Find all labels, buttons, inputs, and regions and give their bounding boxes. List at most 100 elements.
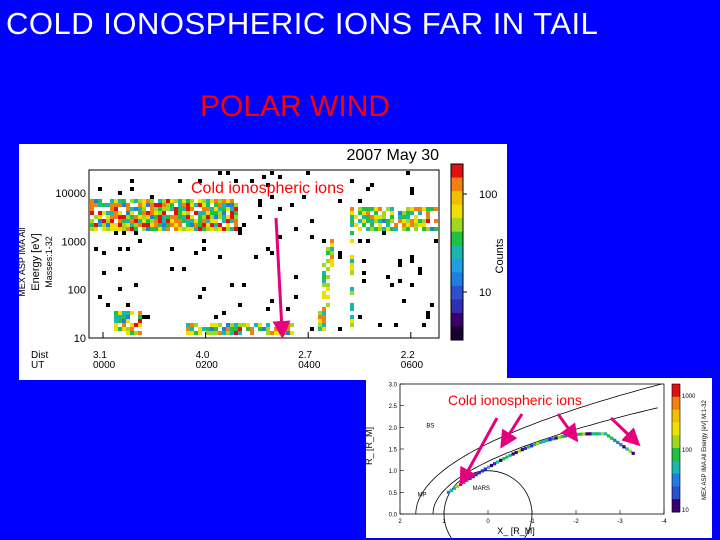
spectrogram-cell	[134, 231, 138, 235]
spectrogram-cell	[290, 331, 294, 335]
spectrogram-cell	[118, 327, 122, 331]
spectrogram-cell	[102, 251, 106, 255]
orbit-x-tick-label: -4	[661, 519, 667, 525]
spectrogram-cell	[230, 283, 234, 287]
spectrogram-x-tick-ut: 0400	[298, 360, 321, 371]
orbit-x-tick-label: -2	[573, 519, 579, 525]
spectrogram-cell	[226, 207, 230, 211]
spectrogram-cell	[414, 215, 418, 219]
spectrogram-cell	[126, 211, 130, 215]
spectrogram-cell	[90, 199, 94, 203]
spectrogram-cell	[126, 223, 130, 227]
spectrogram-cell	[426, 219, 430, 223]
spectrogram-cell	[190, 207, 194, 211]
spectrogram-cell	[330, 263, 334, 267]
spectrogram-cell	[90, 219, 94, 223]
orbit-panel: R_ [R_M] X_ [R_M] 3.0 2.5 2.0 1.5 1.0 0.5 0.0 2…	[366, 378, 712, 538]
spectrogram-y-tick-label: 100	[68, 285, 86, 297]
spectrogram-cell	[202, 219, 206, 223]
spectrogram-cell	[278, 331, 282, 335]
spectrogram-cell	[214, 327, 218, 331]
spectrogram-cell	[202, 215, 206, 219]
spectrogram-cell	[406, 211, 410, 215]
spectrogram-cell	[202, 287, 206, 291]
spectrogram-cell	[338, 255, 342, 259]
spectrogram-cell	[410, 223, 414, 227]
orbit-track-point	[505, 455, 509, 459]
orbit-track-point	[585, 432, 589, 436]
spectrogram-cell	[338, 327, 342, 331]
spectrogram-cell	[158, 223, 162, 227]
spectrogram-cell	[258, 323, 262, 327]
spectrogram-cell	[154, 203, 158, 207]
spectrogram-cell	[206, 207, 210, 211]
spectrogram-cell	[206, 227, 210, 231]
spectrogram-cell	[230, 327, 234, 331]
spectrogram-cell	[126, 219, 130, 223]
spectrogram-x-tick-ut: 0600	[401, 360, 424, 371]
spectrogram-cell	[258, 215, 262, 219]
spectrogram-cell	[230, 203, 234, 207]
spectrogram-cell	[202, 239, 206, 243]
spectrogram-cell	[286, 307, 290, 311]
spectrogram-cell	[246, 323, 250, 327]
orbit-track-point	[536, 441, 540, 446]
spectrogram-cell	[90, 227, 94, 231]
spectrogram-cell	[94, 199, 98, 203]
spectrogram-cell	[122, 203, 126, 207]
spectrogram-cell	[350, 291, 354, 295]
spectrogram-cell	[178, 203, 182, 207]
spectrogram-cell	[238, 231, 242, 235]
spectrogram-colorbar-segment	[451, 245, 463, 260]
orbit-track-point	[449, 488, 454, 492]
spectrogram-cell	[146, 203, 150, 207]
spectrogram-cell	[130, 323, 134, 327]
spectrogram-cell	[322, 239, 326, 243]
spectrogram-cell	[118, 203, 122, 207]
spectrogram-cell	[118, 315, 122, 319]
spectrogram-cell	[190, 203, 194, 207]
spectrogram-cell	[138, 207, 142, 211]
spectrogram-cell	[210, 327, 214, 331]
spectrogram-panel: 2007 May 30 MEX ASP IMA All Energy [eV] …	[19, 144, 507, 380]
spectrogram-annotation: Cold ionospheric ions	[191, 180, 344, 197]
spectrogram-cell	[218, 227, 222, 231]
spectrogram-cell	[174, 227, 178, 231]
spectrogram-cell	[186, 215, 190, 219]
spectrogram-cell	[150, 227, 154, 231]
spectrogram-cell	[426, 227, 430, 231]
spectrogram-cell	[434, 207, 438, 211]
spectrogram-cell	[234, 323, 238, 327]
orbit-track-point	[600, 432, 604, 436]
spectrogram-cell	[114, 327, 118, 331]
spectrogram-cell	[110, 211, 114, 215]
spectrogram-cell	[194, 331, 198, 335]
spectrogram-cell	[194, 223, 198, 227]
spectrogram-cell	[122, 315, 126, 319]
spectrogram-cell	[410, 191, 414, 195]
spectrogram-cell	[238, 331, 242, 335]
spectrogram-cell	[318, 327, 322, 331]
spectrogram-cell	[98, 187, 102, 191]
spectrogram-cell	[190, 215, 194, 219]
spectrogram-cell	[358, 315, 362, 319]
spectrogram-cell	[114, 211, 118, 215]
spectrogram-cell	[270, 299, 274, 303]
spectrogram-colorbar-segment	[451, 177, 463, 192]
spectrogram-cell	[254, 255, 258, 259]
spectrogram-x-tick-dist: 2.7	[298, 350, 312, 361]
spectrogram-cell	[294, 295, 298, 299]
spectrogram-cell	[326, 287, 330, 291]
spectrogram-cell	[382, 231, 386, 235]
spectrogram-cell	[322, 307, 326, 311]
spectrogram-cell	[114, 207, 118, 211]
spectrogram-cell	[190, 199, 194, 203]
spectrogram-cell	[130, 327, 134, 331]
spectrogram-cell	[178, 199, 182, 203]
spectrogram-cell	[426, 207, 430, 211]
orbit-colorbar: 1000 100 10	[671, 383, 696, 514]
spectrogram-cell	[186, 211, 190, 215]
orbit-track-point	[619, 443, 623, 447]
spectrogram-cell	[178, 211, 182, 215]
spectrogram-cell	[126, 319, 130, 323]
